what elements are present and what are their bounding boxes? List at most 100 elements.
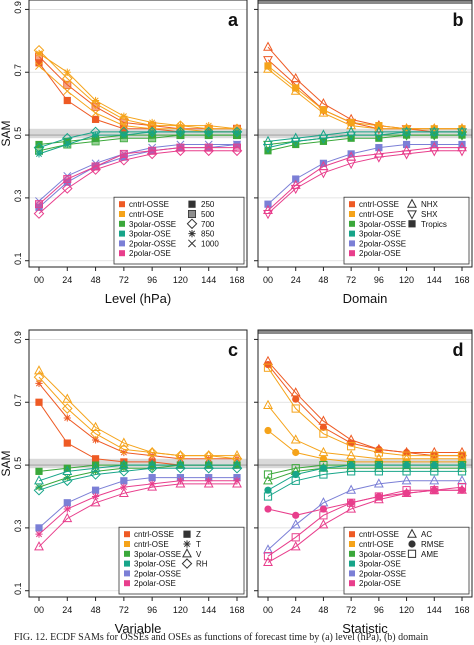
data-point [263, 363, 273, 372]
data-point [429, 475, 440, 485]
legend-label: 2polar-OSSE [129, 239, 176, 248]
data-point [63, 175, 72, 184]
y-tick-label: 0.5 [13, 127, 23, 140]
legend-label: 3polar-OSE [129, 230, 171, 239]
legend-swatch [124, 541, 130, 547]
data-point [203, 478, 214, 488]
legend-marker [186, 218, 198, 230]
data-point [401, 487, 412, 497]
data-point [63, 499, 71, 507]
data-point [347, 134, 355, 142]
legend-swatch [349, 250, 355, 257]
data-point [290, 137, 301, 148]
data-point [148, 134, 157, 143]
x-tick-label: 96 [374, 605, 384, 615]
series-line-cntrl-OSSE [267, 59, 462, 133]
data-point [62, 393, 73, 403]
x-tick-label: 144 [201, 605, 216, 615]
data-point [118, 459, 129, 469]
panel-letter: b [453, 10, 464, 30]
data-point [62, 512, 73, 523]
data-point [347, 498, 356, 507]
legend-marker-label: RMSE [421, 540, 444, 549]
data-point [91, 436, 100, 444]
data-point [63, 96, 71, 105]
legend-swatch [349, 570, 355, 577]
data-point [35, 59, 43, 67]
data-point [118, 154, 130, 166]
series-line-3polar-OSSE [267, 467, 462, 482]
x-tick-label: 144 [201, 275, 216, 285]
data-point [118, 444, 130, 455]
x-tick-label: 144 [427, 275, 442, 285]
data-point [146, 447, 158, 458]
data-point [205, 477, 213, 485]
data-point [263, 399, 273, 409]
legend-marker-label: AC [421, 530, 432, 539]
data-point [375, 144, 383, 152]
data-point [263, 556, 273, 567]
legend-swatch [124, 531, 130, 538]
x-tick-label: 48 [91, 605, 101, 615]
legend-label: 2polar-OSE [359, 579, 401, 588]
series-line-2polar-OSSE [38, 477, 237, 529]
data-point [118, 487, 129, 497]
data-point [291, 476, 300, 485]
x-tick-label: 00 [34, 275, 44, 285]
data-point [430, 467, 439, 476]
data-point [62, 465, 73, 475]
data-point [319, 464, 328, 472]
data-point [233, 477, 241, 485]
data-point [90, 469, 101, 480]
data-point [374, 467, 383, 476]
data-point [63, 80, 72, 89]
data-point [292, 84, 300, 92]
data-point [429, 128, 440, 138]
data-point [457, 147, 467, 157]
data-point [33, 371, 45, 383]
data-point [292, 470, 300, 479]
series-line-2polar-OSE [267, 147, 462, 211]
data-point [35, 483, 43, 491]
data-point [457, 484, 467, 494]
panel-header-strip [258, 330, 472, 334]
legend-label: 2polar-OSSE [359, 239, 406, 248]
series-line-2polar-OSE [38, 147, 237, 205]
panel-c: c 0.1 0.3 0.5 0.7 0.9 SAM 00 24 48 72 96 120 144 168 Va… [0, 329, 248, 636]
data-point [402, 140, 411, 149]
data-point [319, 455, 328, 463]
data-point [34, 365, 44, 375]
data-point [347, 467, 356, 476]
plot-frame [257, 0, 473, 268]
data-point [176, 143, 185, 152]
data-point [375, 134, 383, 142]
data-point [232, 478, 242, 488]
data-point [292, 448, 300, 457]
data-point [91, 96, 100, 105]
series-line-2polar-OSE [267, 489, 462, 563]
legend-swatch [124, 560, 130, 567]
legend-marker [183, 540, 191, 548]
x-tick-label: 120 [399, 275, 414, 285]
x-tick-label: 96 [147, 275, 157, 285]
series-line-cntrl-OSE [267, 68, 462, 130]
data-point [346, 484, 357, 494]
legend: cntrl-OSSEcntrl-OSE3polar-OSSE3polar-OSE… [343, 196, 470, 265]
x-axis-label: Statistic [342, 621, 388, 636]
data-point [63, 474, 71, 482]
legend-marker [407, 210, 417, 220]
series-line-cntrl-OSE [267, 405, 462, 460]
y-tick-label: 0.9 [13, 1, 23, 14]
legend-swatch [349, 220, 355, 227]
data-point [264, 62, 272, 70]
data-point [147, 446, 158, 457]
legend-label: cntrl-OSSE [359, 530, 399, 539]
data-point [375, 461, 383, 469]
data-point [373, 493, 384, 504]
data-point [35, 49, 43, 57]
series-line-3polar-OSSE [38, 134, 237, 152]
data-point [319, 511, 328, 520]
panel-d: d 00 24 48 72 96 120 144 168 Statistic cntrl-OSSEc… [254, 329, 473, 636]
legend-marker [408, 540, 416, 548]
data-point [63, 439, 71, 447]
